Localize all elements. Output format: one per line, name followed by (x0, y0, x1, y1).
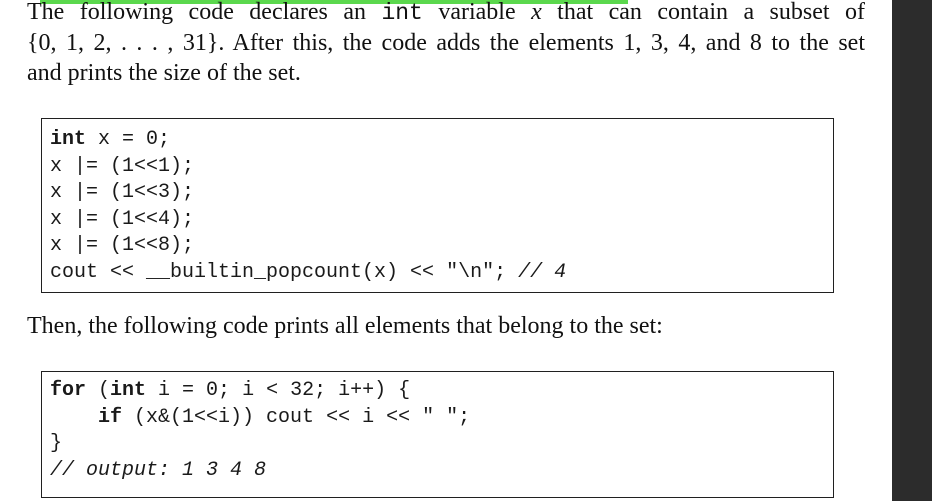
intro-line-3: and prints the size of the set. (27, 60, 301, 86)
intro-line-2: {0, 1, 2, . . . , 31}. After this, the c… (27, 30, 865, 56)
code-block-set-size: int x = 0; x |= (1<<1); x |= (1<<3); x |… (41, 118, 834, 293)
inline-code-int: int (381, 0, 423, 26)
intro-paragraph: The following code declares an int varia… (27, 0, 865, 88)
code-line: for (int i = 0; i < 32; i++) { (50, 379, 411, 402)
scrollbar-track[interactable] (892, 0, 932, 501)
math-variable-x: x (531, 0, 542, 25)
code-line: x |= (1<<1); (50, 154, 195, 178)
then-paragraph: Then, the following code prints all elem… (27, 313, 663, 339)
keyword-int: int (110, 379, 147, 402)
code-comment: // 4 (518, 260, 567, 284)
keyword-int: int (50, 128, 87, 151)
code-line: x |= (1<<3); (50, 181, 195, 204)
intro-line-1: The following code declares an int varia… (27, 0, 865, 26)
code-line: } (50, 432, 63, 455)
keyword-for: for (50, 379, 87, 402)
code-block-print-elements: for (int i = 0; i < 32; i++) { if (x&(1<… (41, 371, 834, 498)
top-highlight-bar (40, 0, 628, 4)
code-line: x |= (1<<4); (50, 207, 195, 231)
code-line: int x = 0; (50, 128, 171, 151)
code-line: x |= (1<<8); (50, 234, 195, 257)
keyword-if: if (98, 405, 123, 429)
code-comment: // output: 1 3 4 8 (50, 458, 267, 482)
code-line: if (x&(1<<i)) cout << i << " "; (98, 405, 471, 429)
code-line: cout << __builtin_popcount(x) << "\n"; /… (50, 260, 567, 284)
